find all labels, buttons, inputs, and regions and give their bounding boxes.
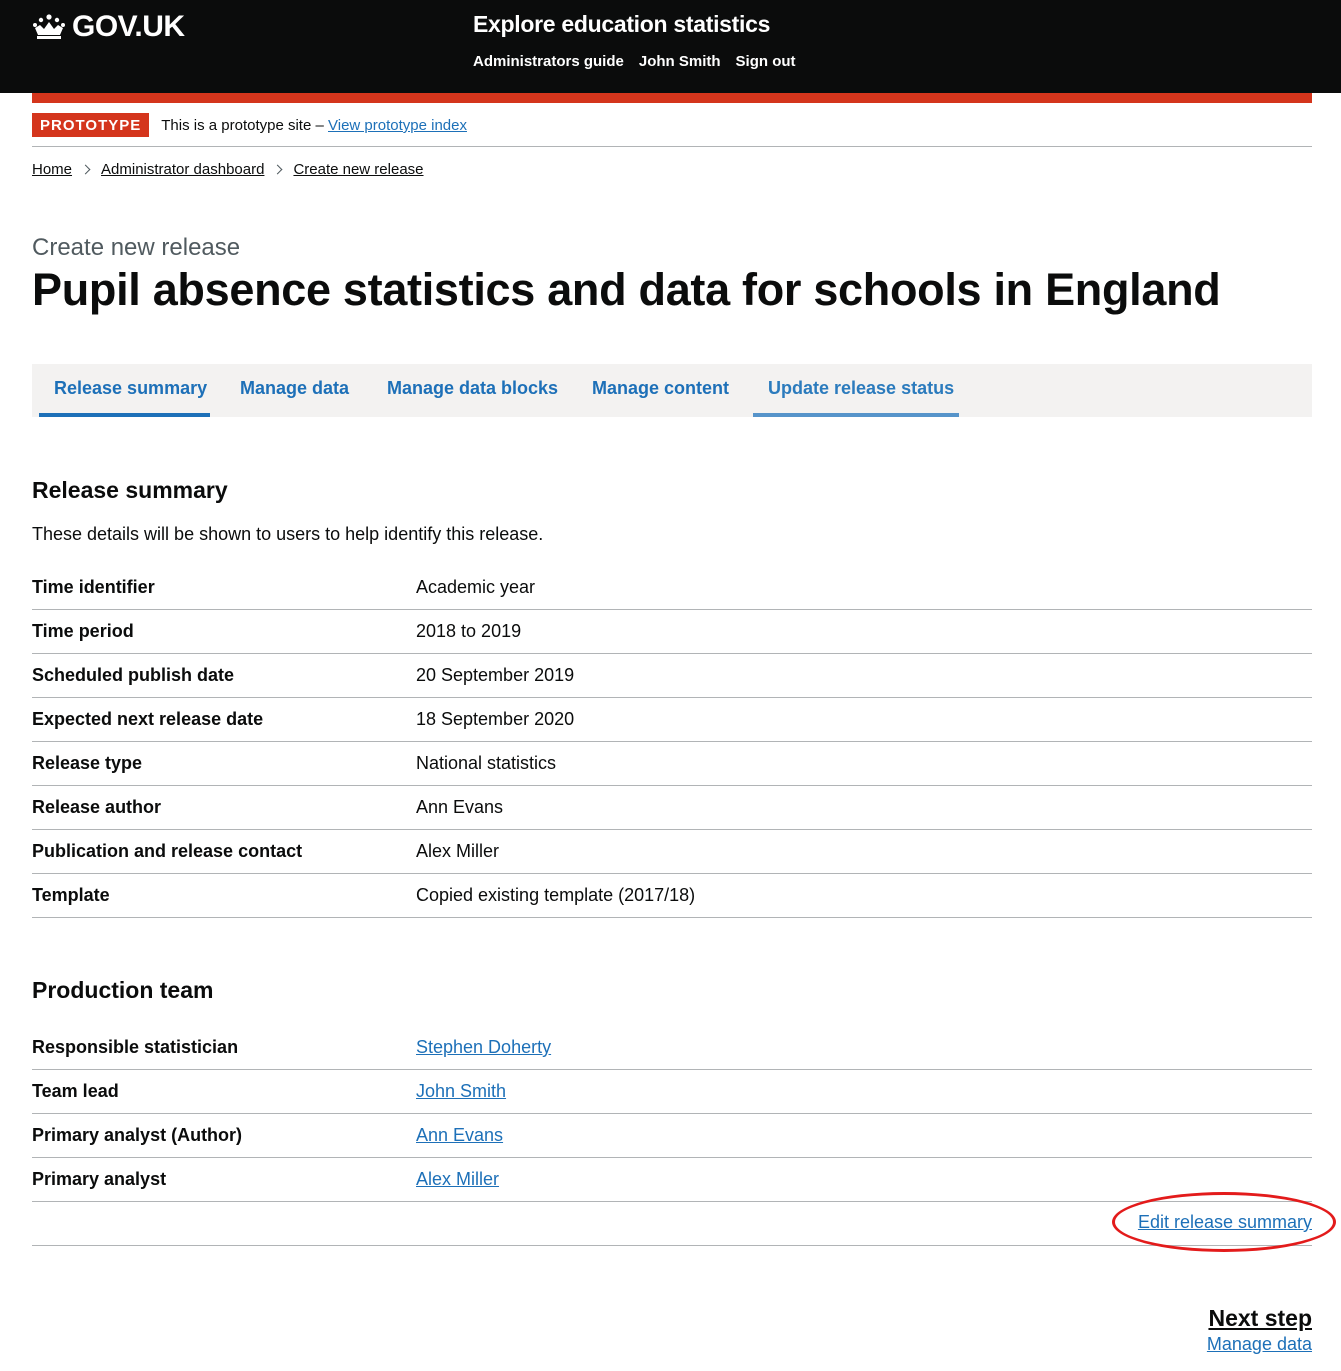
release-summary-lede: These details will be shown to users to … [32,524,544,544]
phase-banner: PROTOTYPE This is a prototype site – Vie… [32,113,1312,147]
summary-value: 20 September 2019 [416,665,575,685]
team-key: Primary analyst [32,1169,167,1189]
chevron-right-icon [80,164,91,175]
summary-row-release-type: Release type National statistics [32,742,1312,786]
page-caption: Create new release [32,234,241,261]
summary-key: Release type [32,753,143,773]
summary-key: Release author [32,797,162,817]
tab-selected-indicator [39,413,210,417]
team-member-link[interactable]: Alex Miller [416,1169,500,1189]
team-key: Responsible statistician [32,1037,239,1057]
phase-tag: PROTOTYPE [32,113,150,137]
release-summary-heading: Release summary [32,477,228,503]
crown-icon [33,14,65,39]
logo-text: GOV.UK [72,10,185,43]
govuk-logo[interactable]: GOV.UK [32,10,185,44]
phase-message: This is a prototype site – [161,117,324,134]
team-key: Primary analyst (Author) [32,1125,243,1145]
view-prototype-index-link[interactable]: View prototype index [328,117,467,134]
tab-manage-content[interactable]: Manage content [592,378,730,398]
nav-user-name[interactable]: John Smith [638,53,721,70]
tab-update-release-status[interactable]: Update release status [768,378,955,398]
breadcrumb-create-new-release[interactable]: Create new release [293,161,424,178]
summary-row-release-author: Release author Ann Evans [32,786,1312,830]
summary-value: Copied existing template (2017/18) [416,885,696,905]
edit-row: Edit release summary [32,1202,1312,1246]
service-name[interactable]: Explore education statistics [473,11,771,37]
summary-row-time-identifier: Time identifier Academic year [32,566,1312,610]
site-header: GOV.UK Explore education statistics Admi… [0,0,1341,93]
summary-key: Scheduled publish date [32,665,235,685]
summary-row-scheduled-publish-date: Scheduled publish date 20 September 2019 [32,654,1312,698]
header-accent-bar [32,93,1312,103]
summary-row-time-period: Time period 2018 to 2019 [32,610,1312,654]
team-row-primary-analyst-author: Primary analyst (Author) Ann Evans [32,1114,1312,1158]
team-member-link[interactable]: Stephen Doherty [416,1037,552,1057]
team-member-link[interactable]: John Smith [416,1081,507,1101]
summary-value: 18 September 2020 [416,709,575,729]
page-title: Pupil absence statistics and data for sc… [32,264,1221,315]
tab-manage-data[interactable]: Manage data [240,378,350,398]
next-step-manage-data-link[interactable]: Manage data [1206,1334,1312,1354]
summary-key: Expected next release date [32,709,264,729]
nav-administrators-guide[interactable]: Administrators guide [473,53,624,70]
next-step-title[interactable]: Next step [1208,1305,1312,1331]
summary-value: Academic year [416,577,536,597]
summary-value: National statistics [416,753,557,773]
next-step: Next step Manage data [1207,1305,1312,1355]
summary-row-template: Template Copied existing template (2017/… [32,874,1312,918]
summary-value: 2018 to 2019 [416,621,522,641]
summary-value: Ann Evans [416,797,504,817]
tab-release-summary[interactable]: Release summary [54,378,208,398]
chevron-right-icon [272,164,283,175]
team-member-link[interactable]: Ann Evans [416,1125,504,1145]
summary-key: Time period [32,621,134,641]
team-row-team-lead: Team lead John Smith [32,1070,1312,1114]
edit-release-summary-link[interactable]: Edit release summary [1137,1212,1312,1232]
summary-key: Time identifier [32,577,155,597]
breadcrumb: Home Administrator dashboard Create new … [32,161,424,178]
team-row-primary-analyst: Primary analyst Alex Miller [32,1158,1312,1202]
release-tabs: Release summary Manage data Manage data … [32,364,1312,417]
production-team-heading: Production team [32,977,214,1003]
summary-key: Template [32,885,110,905]
breadcrumb-home[interactable]: Home [32,161,73,178]
header-nav: Administrators guide John Smith Sign out [473,53,796,70]
team-key: Team lead [32,1081,119,1101]
summary-key: Publication and release contact [32,841,303,861]
breadcrumb-administrator-dashboard[interactable]: Administrator dashboard [101,161,265,178]
nav-sign-out[interactable]: Sign out [735,53,796,70]
summary-row-expected-next-release-date: Expected next release date 18 September … [32,698,1312,742]
tab-highlight-indicator [753,413,959,417]
team-row-responsible-statistician: Responsible statistician Stephen Doherty [32,1026,1312,1070]
phase-text: This is a prototype site – View prototyp… [161,117,467,134]
summary-row-publication-contact: Publication and release contact Alex Mil… [32,830,1312,874]
summary-value: Alex Miller [416,841,500,861]
tab-manage-data-blocks[interactable]: Manage data blocks [387,378,559,398]
